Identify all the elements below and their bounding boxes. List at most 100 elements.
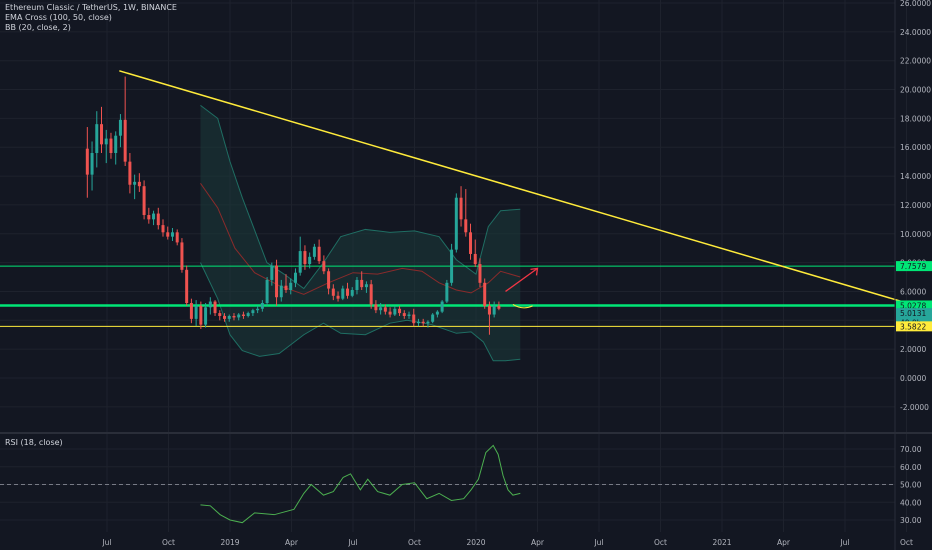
candle-body xyxy=(450,249,454,283)
candle-body xyxy=(383,307,387,312)
rsi-title[interactable]: RSI (18, close) xyxy=(5,438,63,447)
time-tick-label: Oct xyxy=(162,538,175,547)
chart-legend: Ethereum Classic / TetherUS, 1W, BINANCE… xyxy=(5,3,177,33)
candle-body xyxy=(265,279,269,303)
rsi-pane xyxy=(0,444,895,524)
candle-body xyxy=(227,315,231,319)
candle-body xyxy=(478,264,482,283)
price-tick-label: -2.0000 xyxy=(900,403,929,412)
rsi-legend: RSI (18, close) xyxy=(5,438,63,448)
price-badge-label: 5.0131 xyxy=(900,309,926,318)
candle-body xyxy=(284,285,288,291)
candle-body xyxy=(279,285,283,298)
candle-body xyxy=(431,314,435,322)
candlesticks xyxy=(85,76,501,335)
rsi-tick-label: 40.00 xyxy=(900,498,922,507)
price-badge xyxy=(896,261,932,272)
candle-body xyxy=(369,284,373,305)
price-tick-label: 12.0000 xyxy=(900,201,931,210)
candle-body xyxy=(360,279,364,288)
candle-body xyxy=(137,181,141,187)
horizontal-levels[interactable] xyxy=(0,265,895,327)
candle-body xyxy=(426,321,430,324)
trendline[interactable] xyxy=(119,70,932,318)
time-tick-label: Jul xyxy=(839,538,849,547)
time-tick-label: Apr xyxy=(531,538,545,547)
time-tick-label: 2019 xyxy=(220,538,239,547)
candle-body xyxy=(412,314,416,324)
time-axis[interactable]: Jul Oct 2019 Apr Jul Oct 2020 Apr Jul Oct 2021 Apr J… xyxy=(101,538,913,547)
candle-body xyxy=(218,313,222,316)
forecast-drawings[interactable] xyxy=(505,267,539,309)
price-tick-label: 16.0000 xyxy=(900,143,931,152)
candle-body xyxy=(208,301,212,308)
candle-body xyxy=(166,232,170,237)
candle-body xyxy=(364,284,368,288)
forecast-arrow-head xyxy=(530,267,539,276)
ema-cross-legend[interactable]: EMA Cross (100, 50, close) xyxy=(5,13,112,22)
time-tick-label: 2020 xyxy=(466,538,485,547)
candle-body xyxy=(100,124,104,145)
candle-body xyxy=(175,232,179,243)
trendline-line xyxy=(119,70,932,312)
candle-body xyxy=(189,303,193,319)
candle-body xyxy=(152,213,156,220)
candle-body xyxy=(492,305,496,315)
price-tick-label: 2.0000 xyxy=(900,345,926,354)
candle-body xyxy=(199,305,203,325)
symbol-title[interactable]: Ethereum Classic / TetherUS, 1W, BINANCE xyxy=(5,3,177,12)
candle-body xyxy=(275,265,279,298)
candle-body xyxy=(308,256,312,265)
candle-body xyxy=(204,307,208,325)
candle-body xyxy=(104,138,108,145)
candle-body xyxy=(473,253,477,265)
time-tick-label: Jul xyxy=(593,538,603,547)
candle-body xyxy=(223,315,227,319)
candle-body xyxy=(213,301,217,314)
candle-body xyxy=(303,251,307,265)
candle-body xyxy=(251,310,255,314)
candle-body xyxy=(388,311,392,315)
candle-body xyxy=(374,304,378,311)
candle-body xyxy=(85,148,89,175)
candle-body xyxy=(128,161,132,185)
candle-body xyxy=(407,314,411,316)
bollinger-legend[interactable]: BB (20, close, 2) xyxy=(5,23,71,32)
candle-body xyxy=(133,181,137,185)
candle-body xyxy=(497,305,501,309)
candle-body xyxy=(194,305,198,319)
candle-body xyxy=(260,303,264,309)
candle-body xyxy=(109,138,113,153)
price-tick-label: 26.0000 xyxy=(900,0,931,8)
rsi-tick-label: 50.00 xyxy=(900,481,922,490)
candle-body xyxy=(402,313,406,316)
candle-body xyxy=(246,313,250,316)
candle-body xyxy=(185,269,189,303)
candle-body xyxy=(298,251,302,273)
time-tick-label: 2021 xyxy=(712,538,731,547)
candle-body xyxy=(379,307,383,311)
candle-body xyxy=(256,308,260,311)
price-badge xyxy=(896,321,932,332)
candle-body xyxy=(147,215,151,220)
rsi-tick-label: 30.00 xyxy=(900,516,922,525)
price-badge-label: 3.5822 xyxy=(900,322,926,331)
candle-body xyxy=(90,153,94,175)
price-tick-label: 18.0000 xyxy=(900,114,931,123)
candle-body xyxy=(440,301,444,312)
candle-body xyxy=(341,288,345,299)
price-tick-label: 20.0000 xyxy=(900,86,931,95)
forecast-arrow-line xyxy=(505,267,538,292)
candle-body xyxy=(464,219,468,233)
candle-body xyxy=(123,119,127,162)
candle-body xyxy=(232,315,236,318)
rsi-line xyxy=(200,444,521,524)
price-tick-label: 22.0000 xyxy=(900,57,931,66)
candle-body xyxy=(312,246,316,257)
ema-line xyxy=(200,183,521,295)
candle-body xyxy=(237,314,241,318)
candle-body xyxy=(327,271,331,289)
candle-body xyxy=(118,119,122,136)
ema-cross-line xyxy=(200,183,521,295)
